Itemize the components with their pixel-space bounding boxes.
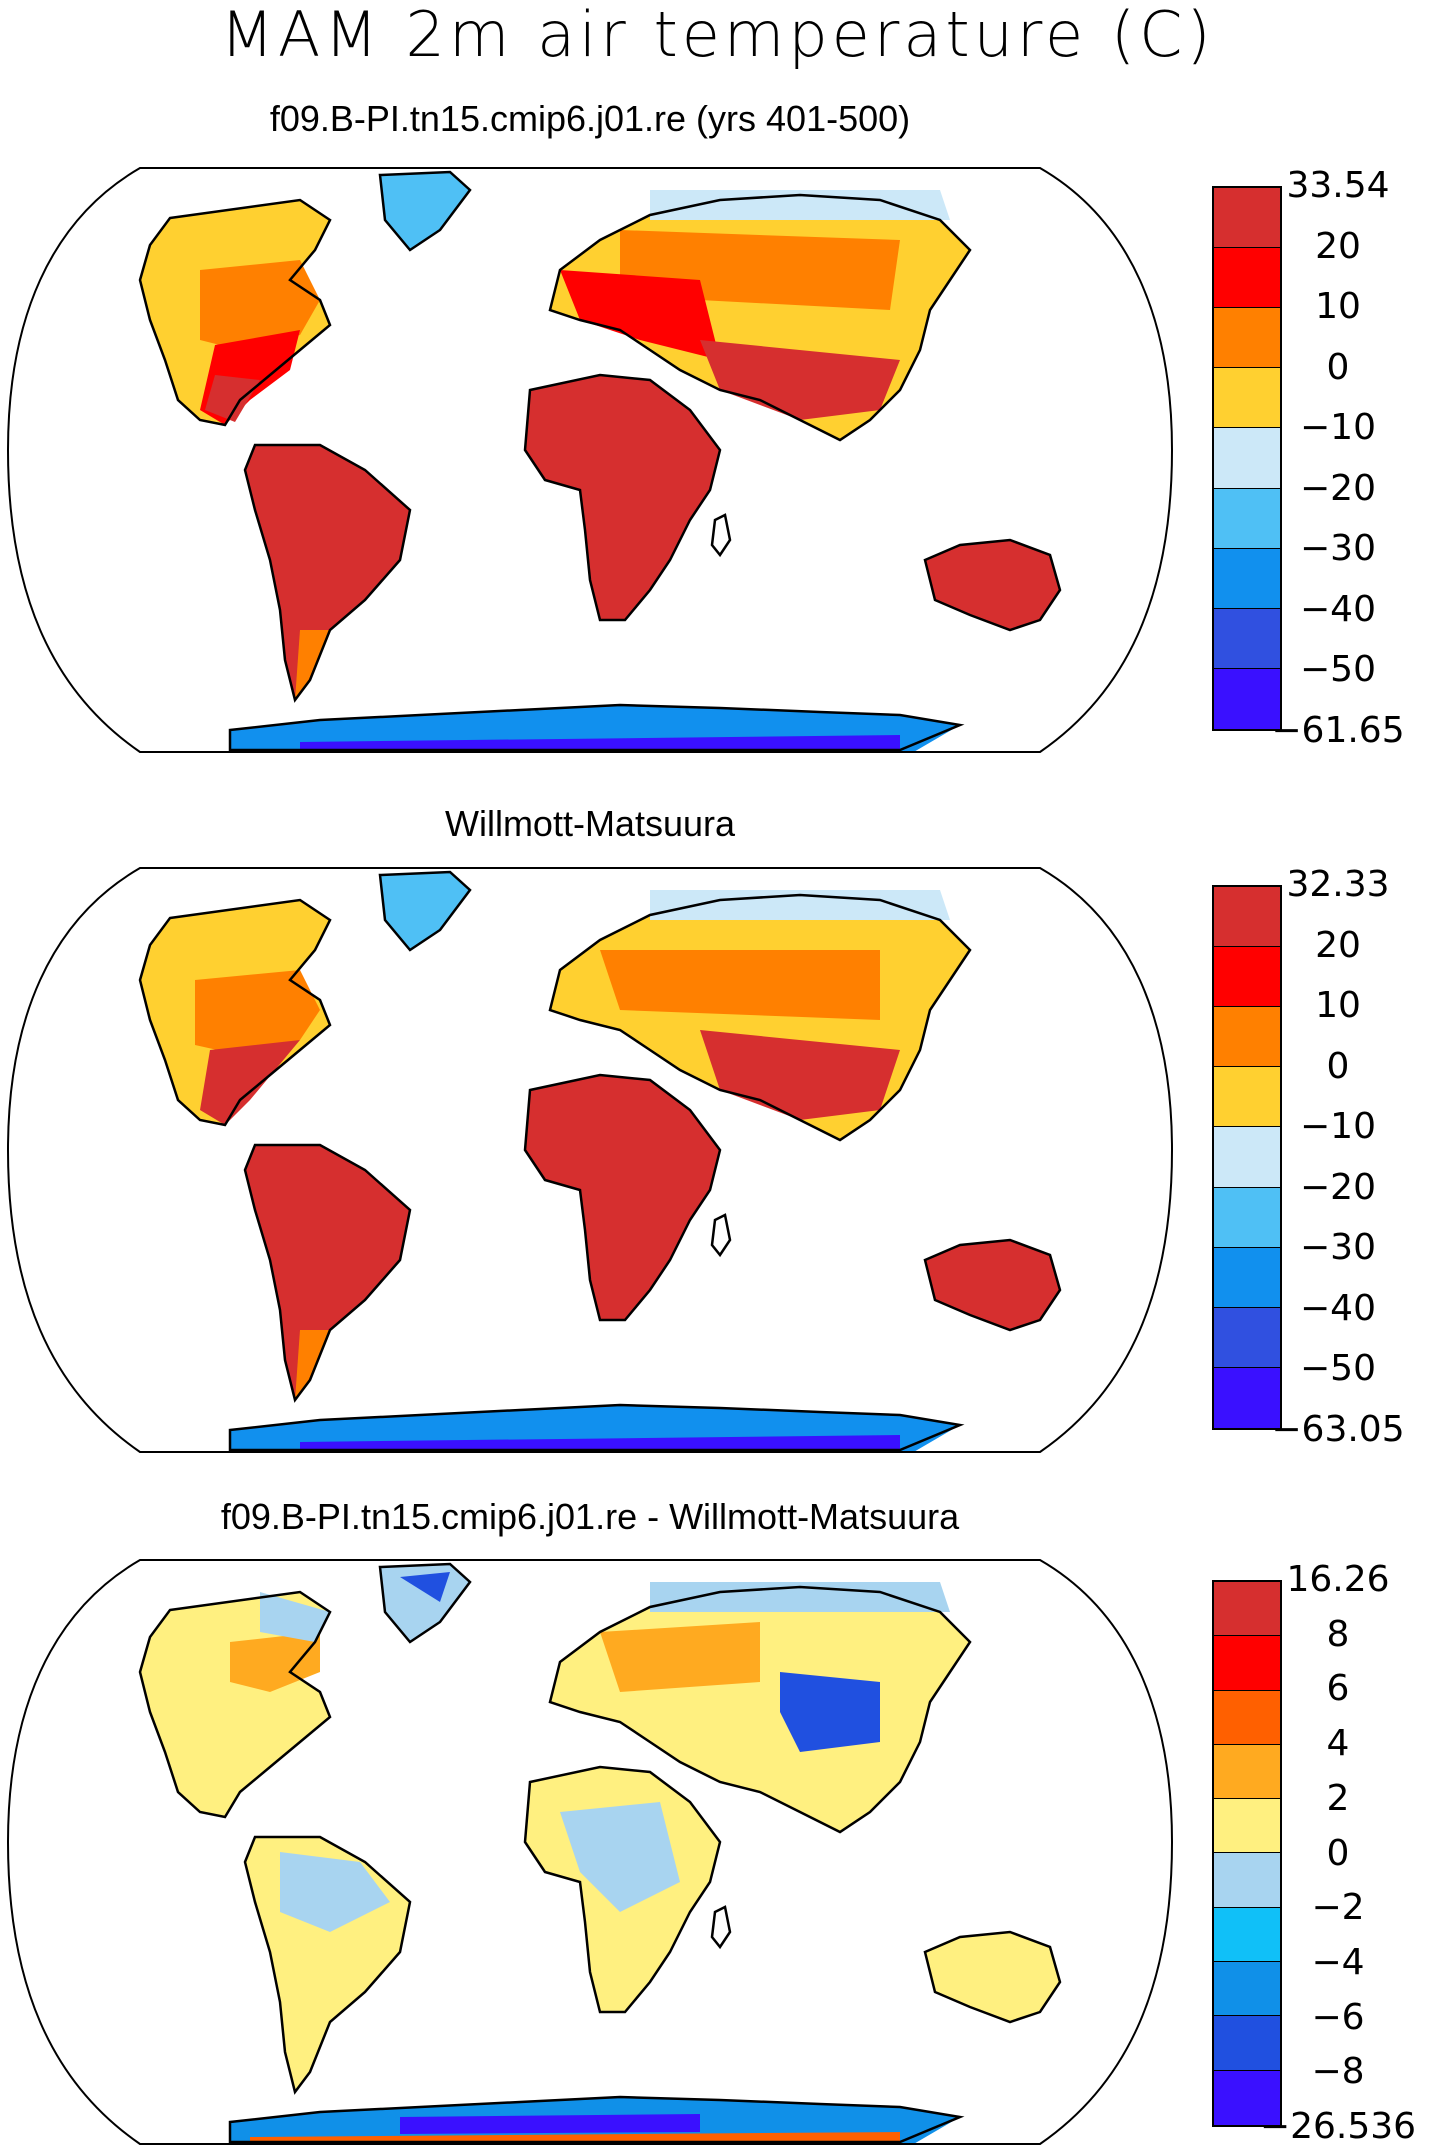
colorbar-tick-label: −10 <box>1300 407 1376 449</box>
colorbar-tick-label: −6 <box>1311 1996 1365 2038</box>
colorbar-segment <box>1214 1962 1280 2017</box>
panel-title-diff: f09.B-PI.tn15.cmip6.j01.re - Willmott-Ma… <box>220 1496 960 1537</box>
colorbar-tick-label: 0 <box>1326 1832 1350 1874</box>
colorbar-segment <box>1214 1067 1280 1128</box>
colorbar-tick-label: −40 <box>1300 1287 1376 1329</box>
colorbar-segment <box>1214 1907 1280 1963</box>
colorbar-segment <box>1214 368 1280 429</box>
colorbar-segment <box>1214 1007 1280 1068</box>
colorbar-segment <box>1214 188 1280 249</box>
colorbar-segment <box>1214 608 1280 669</box>
colorbar-segment <box>1214 1690 1280 1745</box>
colorbar-segment <box>1214 308 1280 369</box>
colorbar-tick-label: −50 <box>1300 649 1376 691</box>
colorbar-segment <box>1214 1307 1280 1368</box>
colorbar-tick-label: −4 <box>1311 1941 1365 1983</box>
colorbar-tick-label: 4 <box>1326 1723 1350 1765</box>
colorbar-model <box>1212 186 1282 731</box>
colorbar-tick-label: 2 <box>1326 1777 1350 1819</box>
colorbar-segment <box>1214 1744 1280 1800</box>
panel-title-obs: Willmott-Matsuura <box>444 803 736 844</box>
colorbar-tick-label: −63.05 <box>1271 1409 1405 1450</box>
colorbar-tick-label: −30 <box>1300 528 1376 570</box>
colorbar-segment <box>1214 1853 1280 1908</box>
colorbar-segment <box>1214 2016 1280 2071</box>
colorbar-segment <box>1214 428 1280 489</box>
colorbar-segment <box>1214 1582 1280 1637</box>
colorbar-segment <box>1214 2070 1280 2125</box>
map-model <box>0 160 1180 760</box>
colorbar-tick-label: −30 <box>1300 1227 1376 1269</box>
colorbar-segment <box>1214 1636 1280 1691</box>
colorbar-tick-label: −20 <box>1300 467 1376 509</box>
colorbar-tick-label: −50 <box>1300 1348 1376 1390</box>
colorbar-obs <box>1212 885 1282 1430</box>
colorbar-tick-label: 20 <box>1315 225 1361 267</box>
colorbar-diff <box>1212 1580 1282 2127</box>
colorbar-tick-label: −8 <box>1311 2051 1365 2093</box>
colorbar-segment <box>1214 548 1280 609</box>
colorbar-segment <box>1214 887 1280 948</box>
map-obs <box>0 860 1180 1460</box>
colorbar-tick-label: −26.536 <box>1259 2106 1417 2147</box>
colorbar-tick-label: 16.26 <box>1286 1559 1390 1600</box>
colorbar-segment <box>1214 248 1280 309</box>
colorbar-segment <box>1214 488 1280 549</box>
colorbar-segment <box>1214 1367 1280 1428</box>
map-diff <box>0 1552 1180 2147</box>
colorbar-tick-label: 10 <box>1315 985 1361 1027</box>
colorbar-segment <box>1214 668 1280 729</box>
colorbar-tick-label: 0 <box>1326 1045 1350 1087</box>
colorbar-segment <box>1214 1127 1280 1188</box>
colorbar-tick-label: −61.65 <box>1271 710 1405 751</box>
colorbar-tick-label: −20 <box>1300 1166 1376 1208</box>
colorbar-tick-label: 6 <box>1326 1668 1350 1710</box>
figure-title: MAM 2m air temperature (C) <box>220 0 1215 71</box>
colorbar-tick-label: 8 <box>1326 1613 1350 1655</box>
colorbar-tick-label: −40 <box>1300 588 1376 630</box>
panel-title-model: f09.B-PI.tn15.cmip6.j01.re (yrs 401-500) <box>269 98 911 139</box>
colorbar-tick-label: 10 <box>1315 286 1361 328</box>
colorbar-tick-label: 20 <box>1315 924 1361 966</box>
colorbar-tick-label: 33.54 <box>1286 165 1390 206</box>
colorbar-segment <box>1214 1187 1280 1248</box>
colorbar-segment <box>1214 1799 1280 1854</box>
colorbar-tick-label: 32.33 <box>1286 864 1390 905</box>
colorbar-tick-label: 0 <box>1326 346 1350 388</box>
colorbar-tick-label: −10 <box>1300 1106 1376 1148</box>
colorbar-tick-label: −2 <box>1311 1887 1365 1929</box>
colorbar-segment <box>1214 947 1280 1008</box>
colorbar-segment <box>1214 1247 1280 1308</box>
